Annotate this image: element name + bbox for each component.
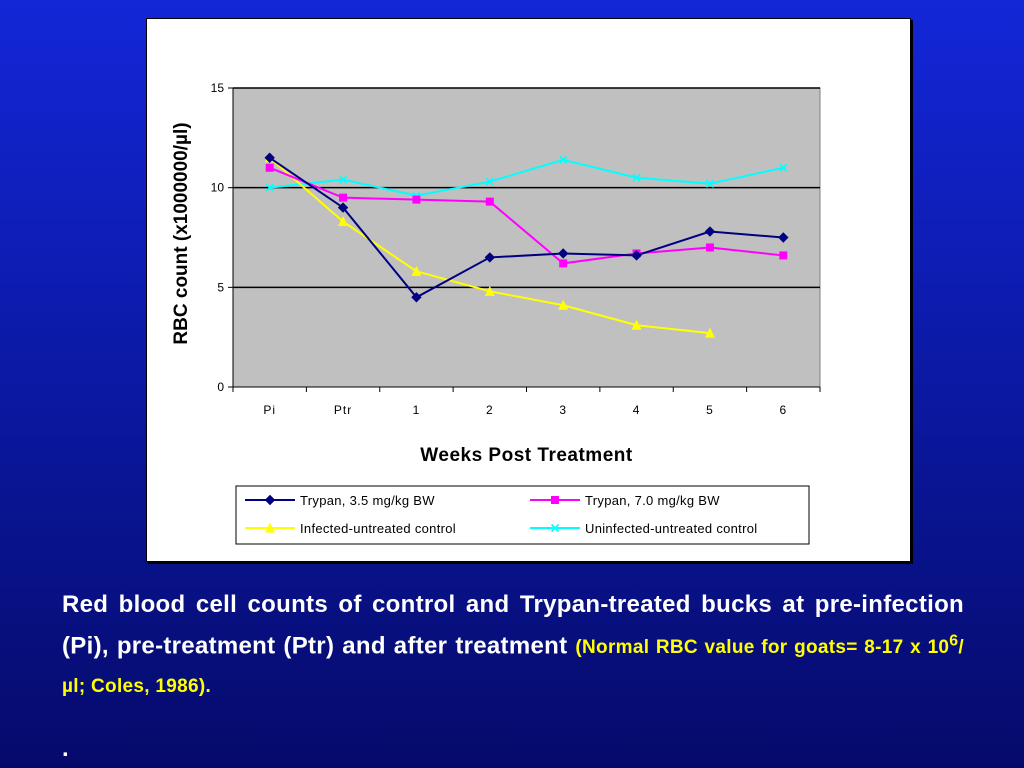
caption-main-text: Red blood cell counts of control and Try… <box>62 591 964 660</box>
y-tick-label-0: 0 <box>217 380 224 394</box>
series-line-2 <box>269 166 784 265</box>
y-tick-label-10: 10 <box>211 181 225 195</box>
series-4-point-4-stroke-b <box>632 173 641 182</box>
series-3-point-4 <box>631 319 642 330</box>
x-tick-label-2: 2 <box>486 403 494 417</box>
x-tick-label-Ptr: Ptr <box>334 403 352 417</box>
trailing-period: . <box>62 735 69 762</box>
series-4-point-Ptr <box>338 175 348 184</box>
series-4-point-5-stroke-b <box>705 179 715 188</box>
y-tick-label-15: 15 <box>211 81 225 95</box>
legend-swatch-marker-1 <box>264 494 276 506</box>
series-3-point-2 <box>484 285 495 296</box>
series-4-point-4 <box>632 173 641 182</box>
series-2-point-2 <box>485 197 494 206</box>
legend-label-1: Trypan, 3.5 mg/kg BW <box>300 493 435 508</box>
legend-swatch-marker-4 <box>550 523 560 533</box>
series-1-point-4 <box>631 250 642 261</box>
series-line-1 <box>269 156 784 299</box>
series-4-point-Ptr-stroke-b <box>338 175 348 184</box>
series-3-point-5 <box>704 327 715 338</box>
series-2-point-3 <box>559 259 568 268</box>
series-line-4 <box>269 158 784 197</box>
series-4-point-3 <box>559 155 568 164</box>
series-1-point-Pi <box>264 152 275 163</box>
caption-normal-value-note: (Normal RBC value for goats= 8-17 x 106/… <box>62 633 964 698</box>
legend-label-2: Trypan, 7.0 mg/kg BW <box>585 493 720 508</box>
figure-caption: Red blood cell counts of control and Try… <box>62 586 964 705</box>
x-tick-label-5: 5 <box>706 403 714 417</box>
series-1-point-Ptr <box>337 202 349 213</box>
series-2-point-6 <box>779 251 788 260</box>
series-1-point-1 <box>411 292 422 303</box>
legend-box <box>235 485 810 545</box>
x-axis-title: Weeks Post Treatment <box>420 445 633 466</box>
series-2-point-Ptr <box>339 193 348 202</box>
y-axis-title: RBC count (x1000000/µl) <box>171 122 192 344</box>
legend-label-4: Uninfected-untreated control <box>585 521 757 536</box>
series-4-point-6 <box>779 163 788 172</box>
series-3-point-3 <box>558 299 569 310</box>
series-4-point-3-stroke-b <box>559 155 568 164</box>
series-3-point-Ptr <box>338 216 349 227</box>
x-tick-label-Pi: Pi <box>263 403 276 417</box>
x-tick-label-3: 3 <box>559 403 567 417</box>
series-4-point-2 <box>485 177 494 186</box>
series-2-point-5 <box>705 243 714 252</box>
legend-swatch-marker-3 <box>265 522 275 533</box>
caption-note-exponent: 6 <box>949 633 959 650</box>
x-tick-label-4: 4 <box>633 403 641 417</box>
series-4-point-5 <box>705 179 715 188</box>
plot-area <box>232 87 821 388</box>
legend-swatch-marker-2 <box>551 496 559 504</box>
legend-swatch-marker-4-stroke-b <box>550 523 560 533</box>
series-4-point-6-stroke-b <box>779 163 788 172</box>
chart-panel: 0 5 10 15 Pi Ptr 1 2 3 4 5 6 Weeks Post Treatment RBC… <box>146 18 911 562</box>
series-1-point-3 <box>557 248 569 259</box>
caption-note-prefix: (Normal RBC value for goats= 8-17 x 10 <box>575 637 950 659</box>
caption-note-suffix: /µl; Coles, 1986). <box>62 637 964 698</box>
rbc-line-chart: 0 5 10 15 Pi Ptr 1 2 3 4 5 6 Weeks Post Treatment RBC… <box>171 81 821 545</box>
legend-label-3: Infected-untreated control <box>300 521 456 536</box>
series-2-point-Pi <box>265 163 274 172</box>
series-1-point-2 <box>484 252 496 263</box>
x-tick-label-6: 6 <box>779 403 787 417</box>
series-3-point-1 <box>411 265 422 276</box>
series-2-point-1 <box>412 195 421 204</box>
series-4-point-2-stroke-b <box>485 177 494 186</box>
series-4-point-Pi-stroke-b <box>265 183 274 192</box>
y-tick-label-5: 5 <box>217 280 224 294</box>
x-tick-label-1: 1 <box>413 403 421 417</box>
series-1-point-6 <box>778 232 789 243</box>
series-1-point-5 <box>704 226 716 237</box>
series-4-point-Pi <box>265 183 274 192</box>
